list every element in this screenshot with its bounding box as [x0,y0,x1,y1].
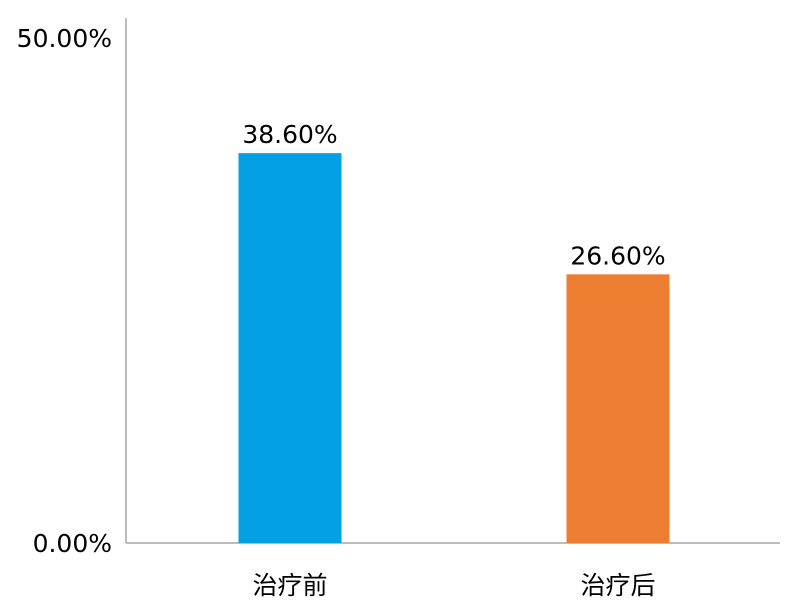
bars [238,153,670,543]
data-label: 26.60% [570,241,665,270]
category-label: 治疗后 [580,571,655,600]
data-label: 38.60% [242,120,337,149]
bar [238,153,342,543]
bar [566,274,670,543]
y-tick-label: 0.00% [33,529,112,558]
data-labels: 38.60% 26.60% [242,120,665,270]
y-tick-label: 50.00% [17,24,112,53]
category-label: 治疗前 [252,571,327,600]
y-ticks: 0.00% 50.00% [17,24,112,558]
category-labels: 治疗前 治疗后 [252,571,655,600]
